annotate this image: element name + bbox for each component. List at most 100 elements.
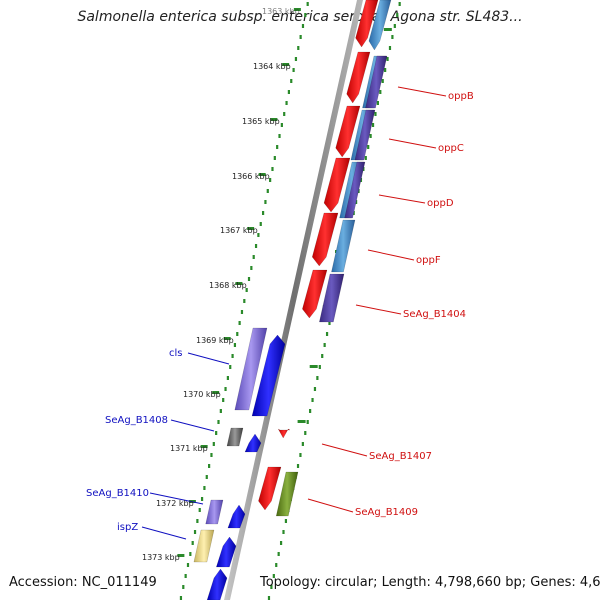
outer-dot: [367, 145, 370, 149]
leader-line: [141, 526, 187, 540]
outer-dot: [272, 574, 275, 578]
ruler-label-1369: 1369 kbp: [196, 336, 234, 345]
inner-dot: [186, 563, 190, 567]
inner-dot: [292, 68, 295, 72]
inner-dot: [179, 596, 183, 600]
gene-track: [193, 0, 392, 600]
outer-dot: [279, 541, 283, 545]
outer-dot: [301, 442, 304, 446]
leader-line: [149, 492, 204, 505]
gene-label-SeAg_B1408[interactable]: SeAg_B1408: [105, 415, 168, 426]
ruler-tick: [235, 282, 243, 285]
inner-dot: [304, 13, 307, 17]
ruler-label-1370: 1370 kbp: [183, 390, 221, 399]
ruler-label-1363: 1363 kbp: [262, 7, 300, 16]
inner-dot: [283, 112, 286, 116]
inner-dot: [205, 475, 208, 479]
outer-dot: [318, 365, 321, 369]
inner-dot: [196, 519, 199, 523]
outer-tick: [297, 420, 306, 423]
outer-dot: [309, 409, 312, 413]
inner-dot: [299, 35, 302, 39]
gene-label-oppF[interactable]: oppF: [416, 255, 441, 266]
outer-tick: [383, 28, 392, 31]
gene-reverse: [216, 536, 237, 568]
gene-forward: [335, 105, 361, 158]
ruler-tick: [177, 554, 185, 557]
ruler-label-1372: 1372 kbp: [156, 499, 194, 508]
gene-label-oppB[interactable]: oppB: [448, 91, 474, 102]
inner-dot: [250, 266, 253, 270]
inner-dot: [189, 552, 192, 556]
inner-dot: [236, 332, 239, 336]
inner-dot: [184, 574, 187, 578]
dotted-rings: [179, 2, 401, 600]
outer-dot: [267, 596, 271, 600]
ruler-label-1364: 1364 kbp: [253, 62, 291, 71]
outer-dot: [325, 332, 329, 336]
leader-line: [355, 304, 402, 315]
inner-dot: [240, 310, 244, 314]
outer-dot: [369, 134, 372, 138]
inner-dot: [247, 277, 251, 281]
inner-dot: [224, 387, 227, 391]
outer-dot: [311, 398, 314, 402]
inner-dot: [231, 354, 234, 358]
outer-dot: [391, 35, 394, 39]
genome-backbone: [224, 0, 363, 600]
gene-homology: [234, 327, 268, 411]
outer-dot: [270, 585, 273, 589]
outer-dot: [284, 519, 288, 523]
inner-dot: [238, 321, 241, 325]
inner-dot: [290, 79, 293, 83]
outer-dot: [282, 530, 285, 534]
ruler-tick: [282, 63, 290, 66]
outer-dot: [396, 13, 399, 17]
gene-label-oppC[interactable]: oppC: [438, 143, 464, 154]
outer-dot: [277, 552, 280, 556]
inner-dot: [252, 255, 255, 259]
inner-dot: [217, 420, 220, 424]
gene-label-SeAg_B1404[interactable]: SeAg_B1404: [403, 309, 466, 320]
inner-dot: [191, 541, 194, 545]
inner-dot: [226, 376, 229, 380]
inner-dot: [261, 211, 265, 215]
ruler-label-1365: 1365 kbp: [242, 117, 280, 126]
inner-dot: [245, 288, 248, 292]
gene-forward: [302, 269, 328, 319]
genome-stats-text: Topology: circular; Length: 4,798,660 bp…: [260, 575, 600, 590]
inner-dot: [306, 2, 309, 6]
outer-dot: [376, 101, 379, 105]
outer-dot: [381, 79, 384, 83]
gene-homology: [365, 55, 388, 109]
outer-dot: [328, 321, 331, 325]
inner-dot: [301, 24, 305, 28]
inner-dot: [229, 365, 232, 369]
gene-homology: [368, 0, 392, 51]
ruler-tick: [223, 337, 231, 340]
outer-dot: [388, 46, 392, 50]
outer-dot: [386, 57, 389, 61]
inner-dot: [280, 123, 283, 127]
gene-label-SeAg_B1410[interactable]: SeAg_B1410: [86, 488, 149, 499]
inner-dot: [203, 486, 206, 490]
inner-dot: [287, 90, 290, 94]
gene-label-cls[interactable]: cls: [169, 348, 183, 359]
ruler-tick: [247, 227, 255, 230]
gene-reverse: [244, 433, 262, 453]
outer-dot: [313, 387, 317, 391]
gene-reverse: [206, 568, 228, 600]
ruler-tick: [270, 118, 278, 121]
gene-label-SeAg_B1407[interactable]: SeAg_B1407: [369, 451, 432, 462]
gene-label-SeAg_B1409[interactable]: SeAg_B1409: [355, 507, 418, 518]
inner-dot: [259, 222, 262, 226]
gene-label-ispZ[interactable]: ispZ: [117, 522, 138, 533]
inner-dot: [233, 343, 237, 347]
inner-dot: [215, 431, 218, 435]
inner-dot: [210, 453, 213, 457]
gene-label-oppD[interactable]: oppD: [427, 198, 454, 209]
inner-dot: [269, 178, 272, 182]
ruler-tick: [293, 8, 301, 11]
outer-tick: [309, 365, 318, 368]
